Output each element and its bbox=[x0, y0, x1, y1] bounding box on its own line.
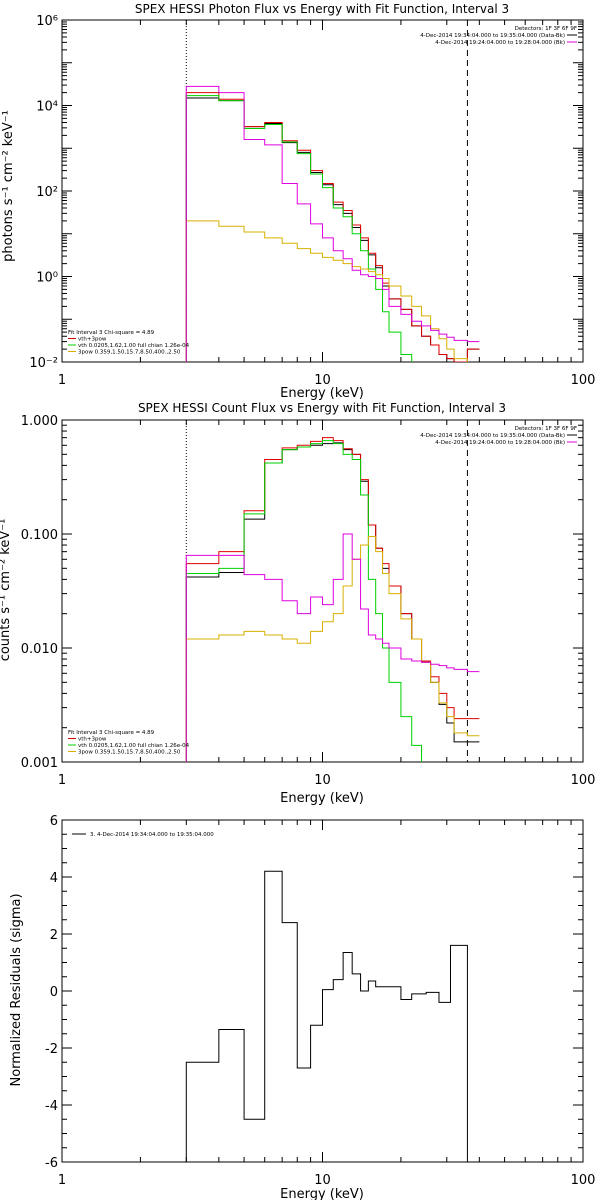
x-tick-label: 10 bbox=[314, 373, 331, 388]
series-bk bbox=[185, 533, 480, 762]
legend-entry-label: vth+3pow bbox=[78, 737, 107, 743]
series-vth bbox=[185, 95, 413, 362]
y-tick-label: 10⁻² bbox=[29, 356, 58, 371]
legend-entry-label: 4-Dec-2014 19:34:04.000 to 19:35:04.000 … bbox=[420, 33, 565, 39]
x-tick-label: 1 bbox=[58, 373, 66, 388]
count-flux-xlabel: Energy (keV) bbox=[280, 791, 364, 806]
y-tick-label: 0.100 bbox=[21, 528, 58, 543]
y-tick-label: 4 bbox=[50, 871, 58, 886]
series-vth bbox=[185, 440, 423, 762]
residuals-ylabel: Normalized Residuals (sigma) bbox=[9, 893, 24, 1086]
y-tick-label: -6 bbox=[45, 1156, 58, 1171]
x-tick-label: 100 bbox=[571, 373, 596, 388]
y-tick-label: 1.000 bbox=[21, 414, 58, 429]
legend-detectors: Detectors: 1F 3F 6F 9F bbox=[515, 426, 577, 432]
x-tick-label: 1 bbox=[58, 773, 66, 788]
y-tick-label: -2 bbox=[45, 1042, 58, 1057]
legend-entry-label: 4-Dec-2014 19:24:04.000 to 19:28:04.000 … bbox=[435, 440, 565, 446]
legend-detectors: Detectors: 1F 3F 6F 9F bbox=[515, 26, 577, 32]
y-tick-label: 10⁴ bbox=[36, 100, 58, 115]
y-tick-label: 0.010 bbox=[21, 642, 58, 657]
series-3pow bbox=[185, 536, 480, 762]
series-vth-3pow bbox=[185, 437, 480, 762]
legend-entry-label: vth+3pow bbox=[78, 337, 107, 343]
y-tick-label: 10² bbox=[36, 185, 58, 200]
legend-entry-label: vth 0.0205,1.62,1.00 full chian 1.26e-04 bbox=[78, 743, 190, 749]
photon-flux-title: SPEX HESSI Photon Flux vs Energy with Fi… bbox=[135, 2, 509, 16]
legend-entry-label: 3pow 0.359,1.50,15.7,8.50,400.,2.50 bbox=[78, 750, 181, 756]
photon-flux-ylabel: photons s⁻¹ cm⁻² keV⁻¹ bbox=[1, 110, 16, 262]
x-tick-label: 100 bbox=[571, 1173, 596, 1188]
legend-entry-label: vth 0.0205,1.62,1.00 full chian 1.26e-04 bbox=[78, 343, 190, 349]
y-tick-label: -4 bbox=[45, 1099, 58, 1114]
y-tick-label: 2 bbox=[50, 928, 58, 943]
legend-entry-label: 4-Dec-2014 19:34:04.000 to 19:35:04.000 … bbox=[420, 433, 565, 439]
legend-entry-label: 3. 4-Dec-2014 19:34:04.000 to 19:35:04.0… bbox=[90, 832, 214, 838]
legend-fit-header: Fit Interval 3 Chi-square = 4.89 bbox=[68, 730, 155, 736]
x-tick-label: 1 bbox=[58, 1173, 66, 1188]
series-bk bbox=[185, 85, 480, 362]
y-tick-label: 6 bbox=[50, 814, 58, 829]
legend-entry-label: 3pow 0.359,1.50,15.7,8.50,400.,2.50 bbox=[78, 350, 181, 356]
x-tick-label: 10 bbox=[314, 773, 331, 788]
legend-fit-header: Fit Interval 3 Chi-square = 4.89 bbox=[68, 330, 155, 336]
series-3-4-dec-2014-19-34-04-000-to-19-35-04-000 bbox=[185, 870, 468, 1162]
count-flux-title: SPEX HESSI Count Flux vs Energy with Fit… bbox=[138, 401, 506, 415]
residuals-panel: Energy (keV) Normalized Residuals (sigma… bbox=[9, 814, 595, 1200]
photon-flux-panel: SPEX HESSI Photon Flux vs Energy with Fi… bbox=[1, 2, 596, 401]
count-flux-panel: SPEX HESSI Count Flux vs Energy with Fit… bbox=[0, 401, 596, 806]
residuals-xlabel: Energy (keV) bbox=[280, 1187, 364, 1200]
x-tick-label: 100 bbox=[571, 773, 596, 788]
series-3pow bbox=[185, 220, 468, 362]
legend-entry-label: 4-Dec-2014 19:24:04.000 to 19:28:04.000 … bbox=[435, 40, 565, 46]
y-tick-label: 0.001 bbox=[21, 756, 58, 771]
series-vth-3pow bbox=[185, 92, 480, 362]
photon-flux-xlabel: Energy (keV) bbox=[280, 386, 364, 401]
y-tick-label: 10⁰ bbox=[36, 271, 58, 286]
y-tick-label: 0 bbox=[50, 985, 58, 1000]
count-flux-ylabel: counts s⁻¹ cm⁻² keV⁻¹ bbox=[0, 519, 13, 662]
x-tick-label: 10 bbox=[314, 1173, 331, 1188]
y-tick-label: 10⁶ bbox=[36, 14, 58, 29]
